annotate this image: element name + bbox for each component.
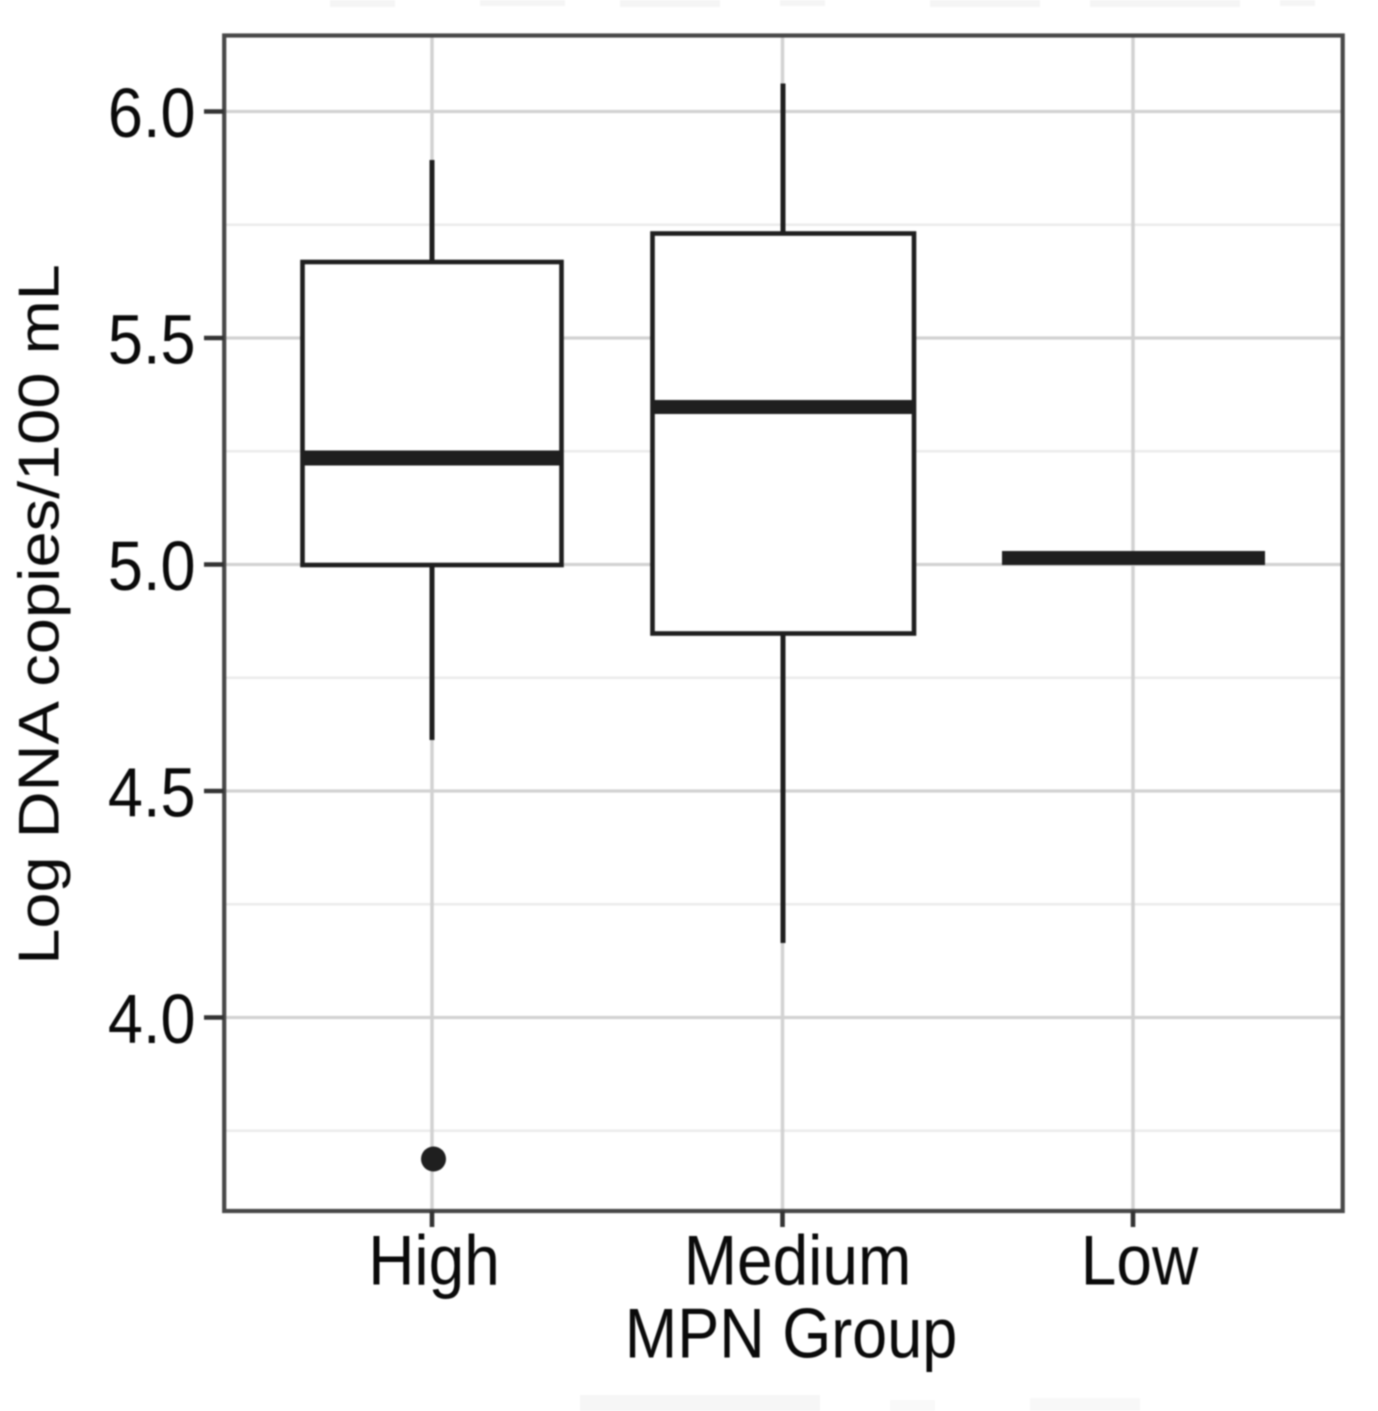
svg-text:4.0: 4.0 [108,981,196,1059]
svg-text:5.0: 5.0 [108,528,196,606]
svg-text:Low: Low [1081,1222,1199,1300]
svg-text:Medium: Medium [684,1222,912,1300]
svg-text:6.0: 6.0 [108,75,196,153]
svg-text:MPN Group: MPN Group [625,1294,958,1373]
svg-text:High: High [368,1222,500,1300]
svg-text:4.5: 4.5 [108,755,196,833]
svg-text:5.5: 5.5 [108,302,196,380]
svg-text:Log DNA copies/100 mL: Log DNA copies/100 mL [7,264,72,965]
